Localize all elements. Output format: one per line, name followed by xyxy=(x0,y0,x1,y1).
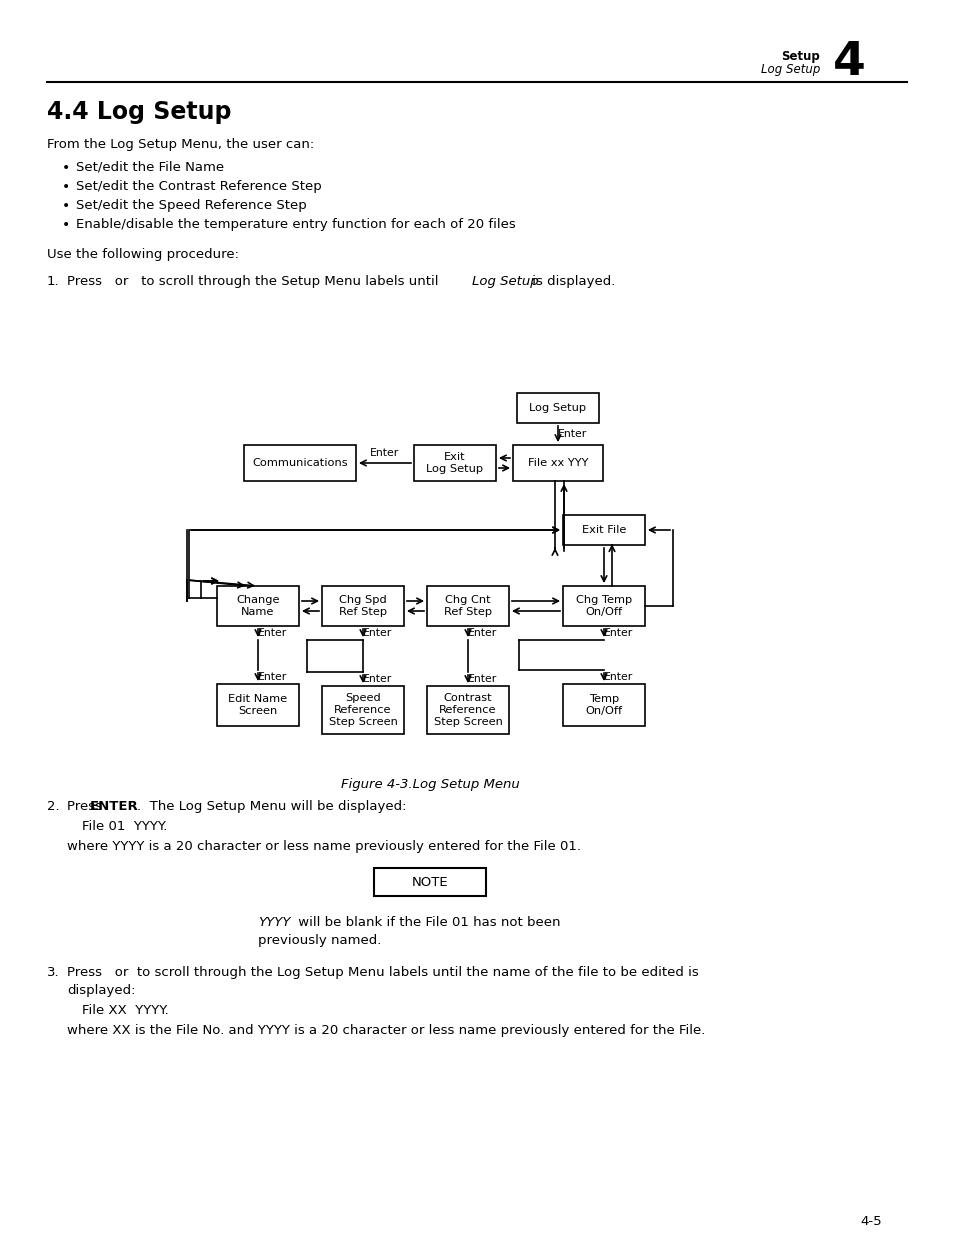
Text: Press   or  to scroll through the Log Setup Menu labels until the name of the fi: Press or to scroll through the Log Setup… xyxy=(67,966,698,979)
Text: .  The Log Setup Menu will be displayed:: . The Log Setup Menu will be displayed: xyxy=(137,800,406,813)
Text: Chg Cnt
Ref Step: Chg Cnt Ref Step xyxy=(443,595,492,618)
Bar xyxy=(562,684,644,726)
Text: Enter: Enter xyxy=(558,429,587,438)
Bar xyxy=(374,868,485,897)
Text: File XX  YYYY.: File XX YYYY. xyxy=(82,1004,169,1016)
Text: Enter: Enter xyxy=(604,629,633,638)
Text: Log Setup: Log Setup xyxy=(760,63,820,77)
Text: Chg Temp
On/Off: Chg Temp On/Off xyxy=(576,595,632,618)
Text: From the Log Setup Menu, the user can:: From the Log Setup Menu, the user can: xyxy=(47,138,314,151)
Bar xyxy=(513,445,602,480)
Text: •: • xyxy=(62,180,71,194)
Text: Communications: Communications xyxy=(252,458,348,468)
Text: •: • xyxy=(62,161,71,175)
Text: Set/edit the Speed Reference Step: Set/edit the Speed Reference Step xyxy=(76,199,307,212)
Text: NOTE: NOTE xyxy=(412,876,448,888)
Text: YYYY: YYYY xyxy=(257,916,291,929)
Text: will be blank if the File 01 has not been: will be blank if the File 01 has not bee… xyxy=(294,916,560,929)
Bar xyxy=(414,445,496,480)
Bar xyxy=(216,684,298,726)
Text: Contrast
Reference
Step Screen: Contrast Reference Step Screen xyxy=(433,693,502,727)
Bar xyxy=(427,685,509,734)
Text: Enter: Enter xyxy=(363,629,393,638)
Text: •: • xyxy=(62,199,71,212)
Text: •: • xyxy=(62,219,71,232)
Text: Use the following procedure:: Use the following procedure: xyxy=(47,248,239,261)
Text: 1.: 1. xyxy=(47,275,59,288)
Text: File 01  YYYY.: File 01 YYYY. xyxy=(82,820,167,832)
Bar xyxy=(562,585,644,626)
Text: Chg Spd
Ref Step: Chg Spd Ref Step xyxy=(338,595,387,618)
Text: Set/edit the Contrast Reference Step: Set/edit the Contrast Reference Step xyxy=(76,180,321,193)
Text: 4: 4 xyxy=(832,40,865,85)
Text: is displayed.: is displayed. xyxy=(527,275,615,288)
Text: displayed:: displayed: xyxy=(67,984,135,997)
Bar xyxy=(216,585,298,626)
Text: previously named.: previously named. xyxy=(257,934,381,947)
Text: Enter: Enter xyxy=(604,672,633,682)
Bar xyxy=(322,585,403,626)
Text: Edit Name
Screen: Edit Name Screen xyxy=(228,694,287,716)
Text: 4-5: 4-5 xyxy=(859,1215,881,1228)
Text: Log Setup: Log Setup xyxy=(529,403,586,412)
Text: 2.: 2. xyxy=(47,800,59,813)
Text: 4.4 Log Setup: 4.4 Log Setup xyxy=(47,100,232,124)
Text: Set/edit the File Name: Set/edit the File Name xyxy=(76,161,224,174)
Text: Exit
Log Setup: Exit Log Setup xyxy=(426,452,483,474)
Text: where YYYY is a 20 character or less name previously entered for the File 01.: where YYYY is a 20 character or less nam… xyxy=(67,840,580,853)
Text: Enter: Enter xyxy=(370,448,399,458)
Bar xyxy=(517,393,598,424)
Text: Exit File: Exit File xyxy=(581,525,625,535)
Text: Figure 4-3.Log Setup Menu: Figure 4-3.Log Setup Menu xyxy=(340,778,518,790)
Text: Enter: Enter xyxy=(468,674,497,684)
Text: Enter: Enter xyxy=(363,674,393,684)
Text: ENTER: ENTER xyxy=(90,800,138,813)
Bar xyxy=(322,685,403,734)
Text: Temp
On/Off: Temp On/Off xyxy=(585,694,622,716)
Bar xyxy=(244,445,355,480)
Text: Change
Name: Change Name xyxy=(236,595,279,618)
Text: Enter: Enter xyxy=(468,629,497,638)
Text: File xx YYY: File xx YYY xyxy=(527,458,588,468)
Bar xyxy=(562,515,644,545)
Text: Setup: Setup xyxy=(781,49,820,63)
Text: Press   or   to scroll through the Setup Menu labels until: Press or to scroll through the Setup Men… xyxy=(67,275,442,288)
Bar xyxy=(427,585,509,626)
Text: Enter: Enter xyxy=(258,629,287,638)
Text: Press: Press xyxy=(67,800,106,813)
Text: 3.: 3. xyxy=(47,966,59,979)
Text: Speed
Reference
Step Screen: Speed Reference Step Screen xyxy=(328,693,397,727)
Text: Enable/disable the temperature entry function for each of 20 files: Enable/disable the temperature entry fun… xyxy=(76,219,516,231)
Text: Enter: Enter xyxy=(258,672,287,682)
Text: where XX is the File No. and YYYY is a 20 character or less name previously ente: where XX is the File No. and YYYY is a 2… xyxy=(67,1024,704,1037)
Text: Log Setup: Log Setup xyxy=(472,275,538,288)
